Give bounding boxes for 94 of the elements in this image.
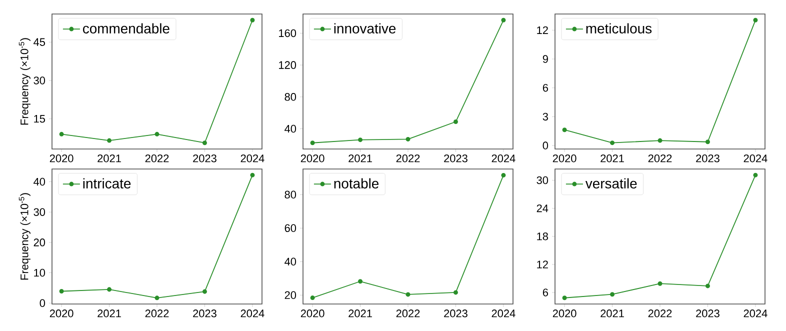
x-tick-label: 2022 (145, 154, 169, 162)
legend-label: meticulous (586, 23, 652, 34)
y-tick-label: 30 (34, 208, 46, 216)
y-tick-label: 20 (34, 238, 46, 246)
y-tick-label: 30 (34, 76, 46, 84)
x-tick-label: 2021 (98, 310, 121, 318)
legend-label: versatile (585, 178, 637, 188)
point (705, 140, 710, 144)
y-tick-label: 15 (34, 115, 46, 123)
x-tick-label: 2024 (240, 310, 264, 318)
point (753, 172, 758, 178)
y-tick-label: 40 (284, 258, 296, 266)
y-tick-label: 12 (537, 26, 548, 34)
y-tick-label: 30 (536, 176, 548, 184)
point (107, 138, 112, 143)
y-tick-label: 6 (542, 84, 548, 92)
y-tick-label: 80 (284, 93, 296, 101)
y-tick-label: 0 (542, 142, 548, 150)
x-tick-label: 2021 (98, 154, 121, 162)
legend-label: innovative (334, 23, 396, 34)
point (753, 18, 758, 22)
x-tick-label: 2023 (193, 310, 216, 318)
point (250, 172, 255, 178)
point (705, 284, 710, 288)
point (501, 18, 506, 22)
x-tick-label: 2020 (300, 154, 324, 162)
x-tick-label: 2024 (240, 154, 264, 162)
legend-label: commendable (82, 23, 170, 34)
legend-label: notable (334, 178, 379, 188)
y-tick-label: 0 (40, 299, 46, 307)
y-tick-label: 12 (537, 260, 548, 268)
x-tick-label: 2024 (744, 310, 768, 318)
x-tick-label: 2023 (696, 154, 720, 162)
point (406, 136, 410, 142)
y-tick-label: 20 (284, 291, 296, 300)
x-tick-label: 2021 (348, 310, 372, 318)
point (59, 132, 64, 136)
x-tick-label: 2022 (648, 310, 672, 318)
point (453, 120, 458, 124)
point (562, 296, 567, 300)
x-tick-label: 2023 (193, 154, 216, 162)
y-tick-label: 60 (284, 224, 296, 232)
x-tick-label: 2021 (600, 154, 624, 162)
y-tick-label: 160 (279, 29, 296, 38)
point (658, 281, 662, 286)
x-tick-label: 2021 (600, 310, 624, 318)
point (59, 289, 64, 294)
x-tick-label: 2022 (145, 310, 169, 318)
y-axis-title: Frequency (×10$^{-5}$) (18, 193, 30, 280)
y-tick-label: 3 (542, 112, 548, 121)
x-tick-label: 2024 (492, 154, 516, 162)
y-tick-label: 120 (279, 61, 296, 69)
point (406, 292, 410, 297)
point (658, 138, 662, 143)
x-tick-label: 2020 (50, 154, 74, 162)
point (154, 132, 160, 136)
x-tick-label: 2021 (348, 154, 372, 162)
point (107, 287, 112, 292)
point (154, 296, 160, 300)
y-tick-label: 40 (284, 124, 296, 133)
x-tick-label: 2020 (552, 154, 576, 162)
point (202, 140, 207, 146)
y-axis-title: Frequency (×10$^{-5}$) (18, 38, 30, 125)
x-tick-label: 2020 (552, 310, 576, 318)
point (358, 279, 363, 284)
point (610, 140, 615, 146)
point (501, 172, 506, 178)
y-tick-label: 6 (542, 288, 548, 296)
y-tick-label: 40 (34, 178, 46, 186)
x-tick-label: 2023 (444, 154, 468, 162)
point (562, 128, 567, 132)
x-tick-label: 2024 (744, 154, 768, 162)
point (310, 140, 315, 146)
point (310, 296, 315, 300)
y-tick-label: 80 (284, 190, 296, 199)
x-tick-label: 2024 (492, 310, 516, 318)
x-tick-label: 2020 (50, 310, 74, 318)
x-tick-label: 2022 (396, 154, 420, 162)
point (610, 292, 615, 297)
x-tick-label: 2020 (300, 310, 324, 318)
legend-label: intricate (83, 178, 131, 188)
x-tick-label: 2023 (444, 310, 468, 318)
x-tick-label: 2022 (396, 310, 420, 318)
point (202, 289, 207, 294)
x-tick-label: 2023 (696, 310, 720, 318)
y-tick-label: 9 (542, 55, 548, 63)
y-tick-label: 45 (34, 38, 46, 46)
y-tick-label: 24 (536, 204, 548, 212)
y-tick-label: 18 (537, 232, 548, 240)
point (358, 138, 363, 142)
y-tick-label: 10 (34, 268, 46, 277)
point (250, 18, 255, 22)
point (453, 290, 458, 295)
x-tick-label: 2022 (648, 154, 672, 162)
